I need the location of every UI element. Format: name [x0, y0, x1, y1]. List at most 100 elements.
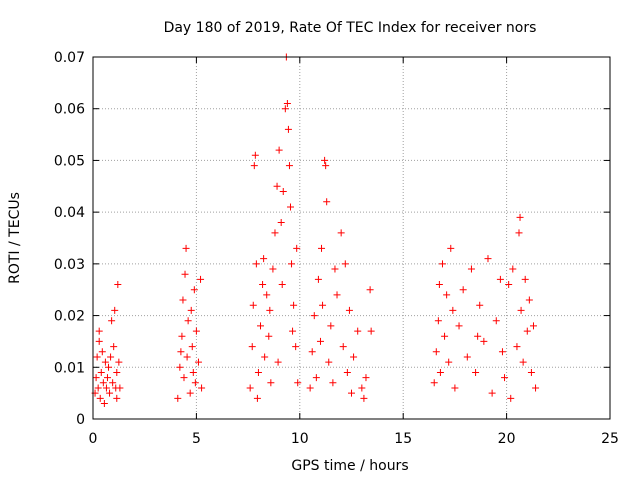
- chart-title: Day 180 of 2019, Rate Of TEC Index for r…: [164, 20, 537, 36]
- data-point: [97, 368, 105, 376]
- data-point: [246, 384, 254, 392]
- data-point: [438, 260, 446, 268]
- y-tick-label: 0.07: [54, 50, 85, 66]
- data-point: [194, 358, 202, 366]
- data-point: [343, 368, 351, 376]
- data-point: [310, 312, 318, 320]
- data-point: [273, 182, 281, 190]
- y-tick-label: 0: [76, 412, 85, 428]
- data-point: [184, 317, 192, 325]
- data-point: [181, 270, 189, 278]
- x-tick-label: 20: [498, 431, 516, 447]
- data-point: [449, 306, 457, 314]
- data-point: [114, 281, 122, 289]
- data-point: [95, 337, 103, 345]
- data-point: [435, 281, 443, 289]
- data-point: [339, 343, 347, 351]
- data-point: [187, 306, 195, 314]
- data-point: [532, 384, 540, 392]
- x-tick-label: 15: [394, 431, 412, 447]
- data-point: [257, 322, 265, 330]
- data-point: [109, 379, 117, 387]
- data-point: [314, 275, 322, 283]
- data-point: [498, 348, 506, 356]
- data-point: [289, 327, 297, 335]
- data-point: [463, 353, 471, 361]
- grid: [93, 57, 610, 419]
- data-point: [261, 353, 269, 361]
- data-point: [107, 353, 115, 361]
- data-point: [434, 317, 442, 325]
- y-axis-label: ROTI / TECUs: [7, 192, 23, 284]
- data-point: [515, 229, 523, 237]
- data-point: [322, 162, 330, 170]
- data-point: [316, 337, 324, 345]
- data-point: [501, 374, 509, 382]
- data-point: [183, 353, 191, 361]
- data-point: [253, 394, 261, 402]
- data-point: [492, 317, 500, 325]
- y-tick-label: 0.02: [54, 309, 85, 325]
- data-point: [308, 348, 316, 356]
- data-point: [96, 394, 104, 402]
- data-point: [517, 306, 525, 314]
- data-point: [177, 348, 185, 356]
- data-point: [277, 218, 285, 226]
- data-point: [337, 229, 345, 237]
- data-point: [94, 384, 102, 392]
- data-point: [186, 389, 194, 397]
- data-point: [519, 358, 527, 366]
- data-point: [254, 368, 262, 376]
- data-point: [459, 286, 467, 294]
- data-point: [115, 358, 123, 366]
- data-point: [275, 146, 283, 154]
- data-point: [266, 306, 274, 314]
- data-point: [331, 265, 339, 273]
- data-point: [467, 265, 475, 273]
- data-point: [290, 301, 298, 309]
- data-point: [271, 229, 279, 237]
- plot-frame: [92, 56, 611, 420]
- data-point: [527, 368, 535, 376]
- data-point: [354, 327, 362, 335]
- data-point: [472, 368, 480, 376]
- axis-ticks: 0 5 10 15 20 25 0 0.01 0.02 0.03 0.04 0.05 0.06 0.07: [54, 50, 619, 447]
- data-point: [436, 368, 444, 376]
- data-point: [348, 389, 355, 397]
- data-point: [306, 384, 314, 392]
- data-point: [106, 389, 114, 397]
- data-point: [192, 327, 200, 335]
- data-point: [529, 322, 537, 330]
- data-point: [98, 348, 106, 356]
- data-point: [108, 317, 116, 325]
- data-point: [288, 260, 296, 268]
- data-point: [367, 327, 375, 335]
- data-point: [260, 255, 268, 263]
- x-tick-label: 0: [89, 431, 98, 447]
- data-point: [345, 306, 353, 314]
- data-point: [350, 353, 358, 361]
- data-point: [505, 281, 513, 289]
- data-point: [267, 379, 275, 387]
- data-point: [451, 384, 459, 392]
- data-point: [293, 244, 301, 252]
- data-point: [116, 384, 124, 392]
- data-point: [294, 379, 302, 387]
- data-point: [312, 374, 320, 382]
- data-point: [325, 358, 333, 366]
- data-point: [263, 291, 271, 299]
- data-point: [278, 281, 286, 289]
- data-point: [516, 213, 524, 221]
- data-point: [198, 384, 206, 392]
- data-point: [327, 322, 335, 330]
- data-point: [488, 389, 496, 397]
- data-point: [443, 291, 451, 299]
- data-point: [250, 162, 258, 170]
- data-point: [366, 286, 374, 294]
- y-tick-label: 0.05: [54, 153, 85, 169]
- data-point: [101, 358, 109, 366]
- data-point: [480, 337, 488, 345]
- x-axis-label: GPS time / hours: [291, 458, 408, 474]
- data-point: [100, 399, 108, 407]
